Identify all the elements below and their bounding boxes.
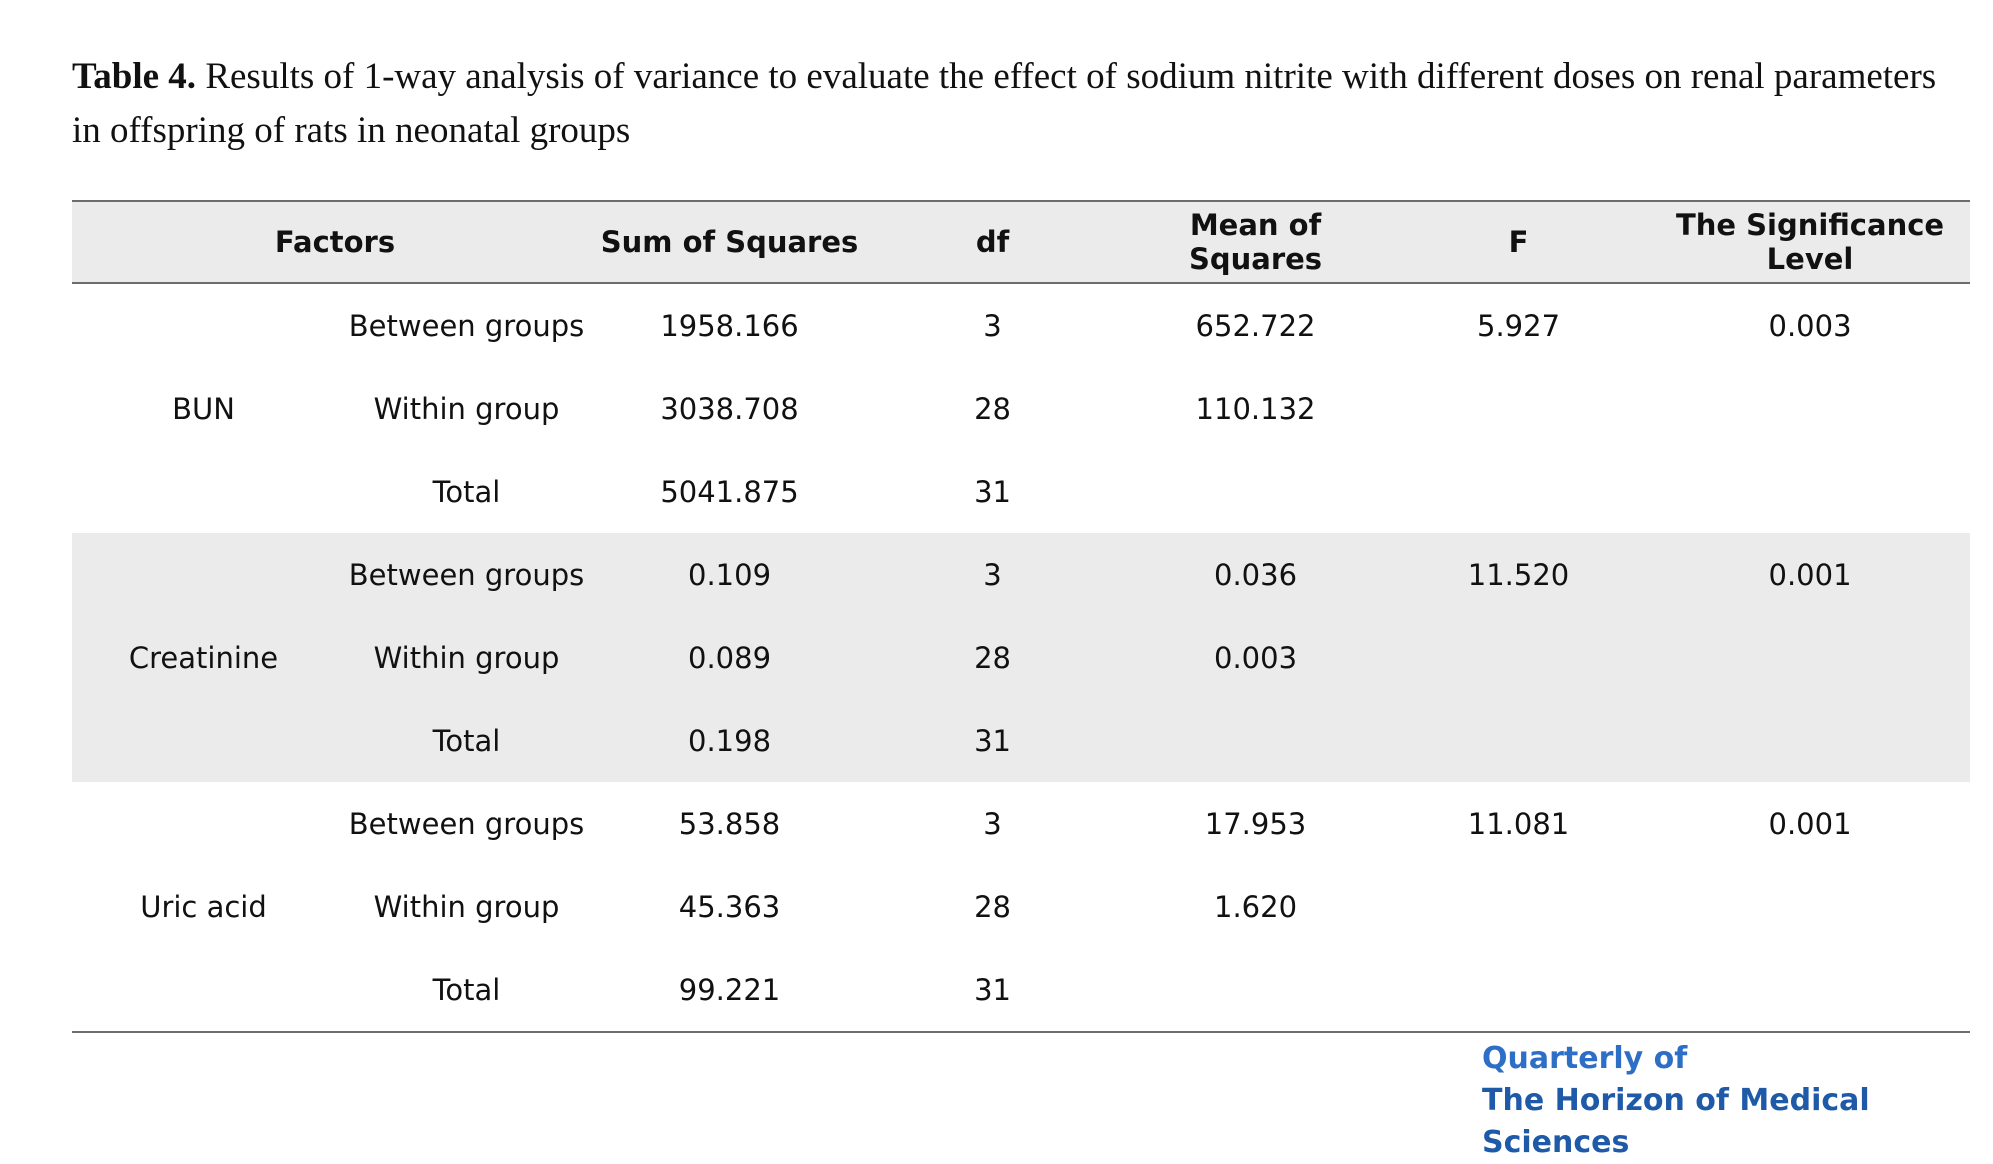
table-row: Within group 45.363 28 1.620 xyxy=(72,865,1970,948)
df-cell: 31 xyxy=(861,948,1125,1033)
source-cell: Within group xyxy=(373,889,560,924)
table-row: Uric acid Between groups 53.858 3 17.953… xyxy=(72,782,1970,1033)
ss-cell: 0.109 xyxy=(598,533,862,616)
ss-cell: 3038.708 xyxy=(660,391,799,426)
header-df: df xyxy=(861,200,1125,284)
source-cell: Total xyxy=(335,699,599,782)
ms-cell xyxy=(1124,948,1388,1033)
source-cell: Total xyxy=(432,474,501,509)
df-cell: 3 xyxy=(861,533,1125,616)
source-cell: Between groups xyxy=(348,308,585,343)
f-cell xyxy=(1387,699,1651,782)
ms-cell xyxy=(1124,450,1387,533)
ss-cell: 99.221 xyxy=(598,948,862,1033)
sig-cell xyxy=(1650,367,1970,450)
ss-cell: 5041.875 xyxy=(660,474,799,509)
table-row: BUN Between groups 1958.166 3 652.722 5.… xyxy=(72,283,1970,426)
table-row: Total 99.221 31 xyxy=(72,948,1971,1033)
source-cell: Within group xyxy=(335,616,599,699)
header-factors: Factors xyxy=(72,200,599,284)
ms-cell: 0.036 xyxy=(1124,533,1388,616)
sig-cell xyxy=(1650,450,1970,533)
table-row: Within group 3038.708 28 110.132 xyxy=(72,367,1970,450)
table-row: Creatinine Between groups 0.109 3 0.036 … xyxy=(72,533,1971,782)
f-cell: 5.927 xyxy=(1477,308,1561,343)
sig-cell xyxy=(1650,616,1971,699)
table-caption: Table 4. Results of 1-way analysis of va… xyxy=(72,50,1972,158)
sig-cell: 0.003 xyxy=(1768,308,1852,343)
ms-cell: 110.132 xyxy=(1195,391,1316,426)
table-header-row: Factors Sum of Squares df Mean of Square… xyxy=(72,200,1971,284)
source-cell: Between groups xyxy=(348,806,585,841)
table-row: Total 0.198 31 xyxy=(72,699,1971,782)
anova-table: Factors Sum of Squares df Mean of Square… xyxy=(72,200,1971,1033)
ms-cell: 17.953 xyxy=(1204,806,1307,841)
logo-line-2: The Horizon of Medical Sciences xyxy=(1482,1083,1870,1160)
f-cell: 11.081 xyxy=(1467,806,1570,841)
sig-cell xyxy=(1650,865,1970,948)
caption-text: Results of 1-way analysis of variance to… xyxy=(72,56,1937,151)
df-cell: 31 xyxy=(974,474,1011,509)
ms-cell: 652.722 xyxy=(1195,308,1316,343)
group-uric-acid: Uric acid Between groups 53.858 3 17.953… xyxy=(72,782,1971,1033)
sig-cell xyxy=(1650,699,1971,782)
group-creatinine: Creatinine Between groups 0.109 3 0.036 … xyxy=(72,533,1971,782)
df-cell: 31 xyxy=(861,699,1125,782)
df-cell: 28 xyxy=(974,391,1011,426)
source-cell: Between groups xyxy=(335,533,599,616)
ms-cell: 0.003 xyxy=(1124,616,1388,699)
ss-cell: 0.198 xyxy=(598,699,862,782)
sig-cell xyxy=(1650,948,1971,1033)
df-cell: 28 xyxy=(974,889,1011,924)
ss-cell: 45.363 xyxy=(678,889,781,924)
header-sum-of-squares: Sum of Squares xyxy=(598,200,862,284)
anova-table-container: Factors Sum of Squares df Mean of Square… xyxy=(72,200,1971,1033)
f-cell xyxy=(1387,948,1651,1033)
ms-cell: 1.620 xyxy=(1214,889,1298,924)
f-cell xyxy=(1387,450,1650,533)
ms-cell xyxy=(1124,699,1388,782)
source-cell: Total xyxy=(335,948,599,1033)
ss-cell: 0.089 xyxy=(598,616,862,699)
f-cell xyxy=(1387,367,1650,450)
f-cell xyxy=(1387,616,1651,699)
factor-name: Uric acid xyxy=(72,782,335,1033)
sig-cell: 0.001 xyxy=(1768,806,1852,841)
header-significance-level: The Significance Level xyxy=(1650,200,1971,284)
df-cell: 3 xyxy=(983,308,1002,343)
f-cell xyxy=(1387,865,1650,948)
table-row: Total 5041.875 31 xyxy=(72,450,1970,533)
group-bun: BUN Between groups 1958.166 3 652.722 5.… xyxy=(72,283,1970,533)
factor-name: BUN xyxy=(172,391,235,426)
sig-cell: 0.001 xyxy=(1650,533,1971,616)
header-mean-of-squares: Mean of Squares xyxy=(1124,200,1388,284)
logo-line-1: Quarterly of xyxy=(1482,1041,1688,1076)
caption-label: Table 4. xyxy=(72,56,197,97)
source-cell: Within group xyxy=(373,391,560,426)
header-f: F xyxy=(1387,200,1651,284)
ss-cell: 1958.166 xyxy=(660,308,799,343)
ss-cell: 53.858 xyxy=(678,806,781,841)
df-cell: 3 xyxy=(983,806,1002,841)
f-cell: 11.520 xyxy=(1387,533,1651,616)
table-row: Within group 0.089 28 0.003 xyxy=(72,616,1971,699)
factor-name: Creatinine xyxy=(72,533,335,782)
journal-logo: Quarterly of The Horizon of Medical Scie… xyxy=(1482,1038,1993,1164)
df-cell: 28 xyxy=(861,616,1125,699)
